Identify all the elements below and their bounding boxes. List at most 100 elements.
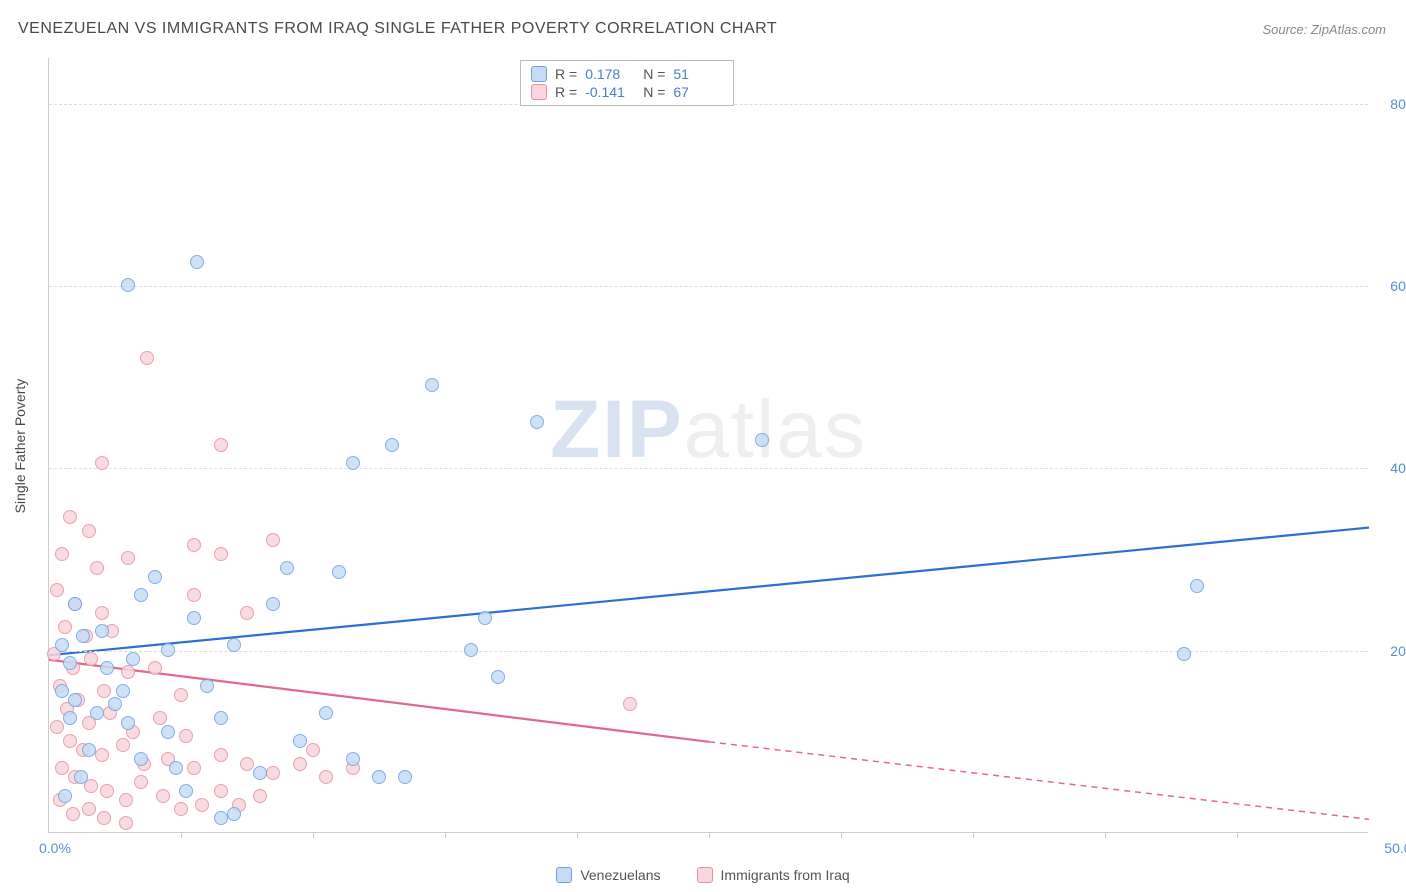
scatter-point (121, 551, 135, 565)
scatter-point (95, 606, 109, 620)
scatter-point (156, 789, 170, 803)
scatter-point (90, 706, 104, 720)
correlation-legend: R =0.178N =51R =-0.141N =67 (520, 60, 734, 106)
scatter-point (530, 415, 544, 429)
scatter-point (95, 624, 109, 638)
scatter-point (253, 789, 267, 803)
x-tick-mark (1105, 832, 1106, 838)
scatter-point (63, 734, 77, 748)
scatter-point (280, 561, 294, 575)
scatter-point (187, 588, 201, 602)
n-label: N = (643, 84, 665, 100)
y-tick-label: 40.0% (1374, 460, 1406, 476)
scatter-point (116, 738, 130, 752)
scatter-point (50, 583, 64, 597)
trend-line (709, 742, 1369, 820)
scatter-point (100, 784, 114, 798)
scatter-point (55, 761, 69, 775)
scatter-point (63, 510, 77, 524)
scatter-point (240, 606, 254, 620)
trend-line (49, 528, 1369, 656)
scatter-point (119, 816, 133, 830)
scatter-point (385, 438, 399, 452)
scatter-point (55, 638, 69, 652)
scatter-point (306, 743, 320, 757)
gridline (49, 286, 1368, 287)
scatter-point (100, 661, 114, 675)
source-label: Source: ZipAtlas.com (1262, 22, 1386, 37)
scatter-point (63, 711, 77, 725)
scatter-point (126, 652, 140, 666)
x-tick-mark (973, 832, 974, 838)
scatter-point (179, 784, 193, 798)
scatter-point (214, 811, 228, 825)
scatter-point (187, 538, 201, 552)
y-tick-label: 60.0% (1374, 278, 1406, 294)
scatter-point (95, 748, 109, 762)
scatter-point (121, 278, 135, 292)
gridline (49, 468, 1368, 469)
svg-layer (49, 58, 1369, 833)
scatter-point (623, 697, 637, 711)
y-tick-label: 80.0% (1374, 96, 1406, 112)
scatter-point (95, 456, 109, 470)
scatter-point (84, 779, 98, 793)
scatter-point (266, 597, 280, 611)
scatter-point (58, 620, 72, 634)
scatter-point (66, 807, 80, 821)
scatter-point (319, 770, 333, 784)
scatter-point (108, 697, 122, 711)
scatter-point (214, 748, 228, 762)
scatter-point (491, 670, 505, 684)
scatter-point (161, 643, 175, 657)
r-value: -0.141 (585, 84, 635, 100)
x-tick-min: 0.0% (39, 840, 71, 856)
scatter-point (190, 255, 204, 269)
scatter-point (148, 661, 162, 675)
scatter-point (140, 351, 154, 365)
legend-row: R =-0.141N =67 (531, 83, 723, 101)
scatter-point (148, 570, 162, 584)
n-value: 51 (673, 66, 723, 82)
scatter-point (169, 761, 183, 775)
scatter-point (227, 638, 241, 652)
x-tick-mark (709, 832, 710, 838)
n-label: N = (643, 66, 665, 82)
scatter-point (121, 665, 135, 679)
x-tick-mark (1237, 832, 1238, 838)
gridline (49, 651, 1368, 652)
legend-swatch (697, 867, 713, 883)
plot-area: ZIPatlas 0.0% 50.0% 20.0%40.0%60.0%80.0% (48, 58, 1368, 833)
scatter-point (253, 766, 267, 780)
scatter-point (346, 456, 360, 470)
scatter-point (214, 438, 228, 452)
scatter-point (55, 684, 69, 698)
scatter-point (116, 684, 130, 698)
x-tick-mark (313, 832, 314, 838)
y-tick-label: 20.0% (1374, 643, 1406, 659)
scatter-point (293, 734, 307, 748)
scatter-point (174, 688, 188, 702)
scatter-point (187, 761, 201, 775)
scatter-point (82, 802, 96, 816)
legend-item: Venezuelans (556, 867, 660, 883)
scatter-point (161, 725, 175, 739)
legend-label: Immigrants from Iraq (721, 867, 850, 883)
legend-row: R =0.178N =51 (531, 65, 723, 83)
scatter-point (68, 693, 82, 707)
scatter-point (82, 743, 96, 757)
scatter-point (97, 811, 111, 825)
x-tick-mark (841, 832, 842, 838)
scatter-point (425, 378, 439, 392)
scatter-point (200, 679, 214, 693)
scatter-point (464, 643, 478, 657)
legend-swatch (556, 867, 572, 883)
scatter-point (134, 752, 148, 766)
scatter-point (214, 711, 228, 725)
scatter-point (68, 597, 82, 611)
r-label: R = (555, 66, 577, 82)
scatter-point (187, 611, 201, 625)
scatter-point (84, 652, 98, 666)
scatter-point (134, 775, 148, 789)
scatter-point (240, 757, 254, 771)
